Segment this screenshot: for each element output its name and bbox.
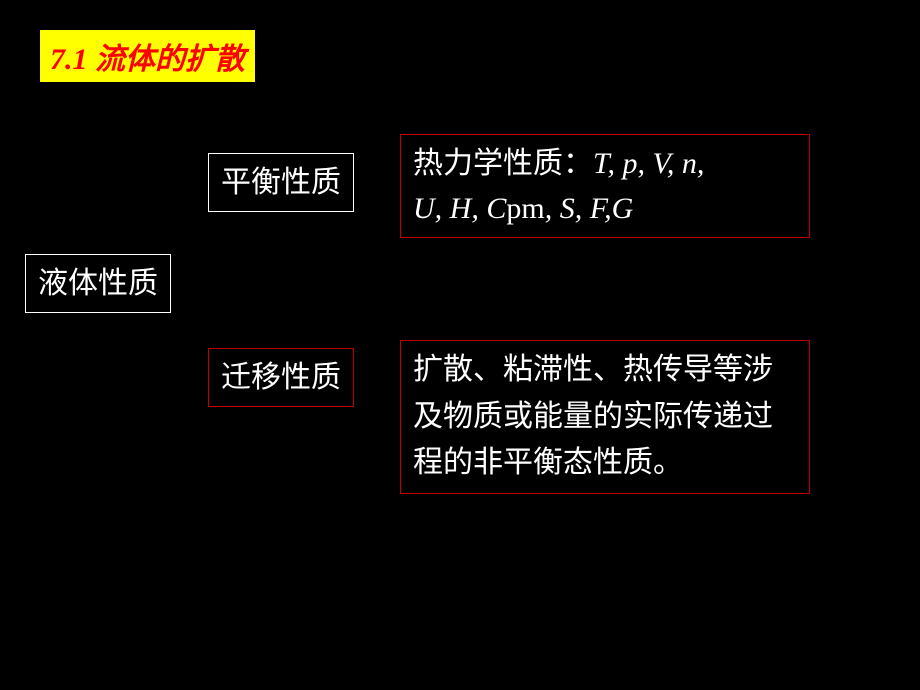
thermo-vars-sub: pm — [506, 192, 544, 225]
liquid-properties-label: 液体性质 — [38, 267, 158, 300]
thermo-vars-line2a: U, H, C — [413, 192, 506, 225]
transport-desc: 扩散、粘滞性、热传导等涉及物质或能量的实际传递过程的非平衡态性质。 — [413, 353, 773, 479]
transport-box: 迁移性质 — [208, 348, 354, 407]
equilibrium-box: 平衡性质 — [208, 153, 354, 212]
thermo-label: 热力学性质： — [413, 147, 593, 180]
equilibrium-label: 平衡性质 — [221, 166, 341, 199]
transport-desc-box: 扩散、粘滞性、热传导等涉及物质或能量的实际传递过程的非平衡态性质。 — [400, 340, 810, 494]
section-title-block: 7.1 流体的扩散 — [40, 30, 255, 82]
thermo-vars-line1: T, p, V, n, — [593, 147, 704, 180]
transport-label: 迁移性质 — [221, 361, 341, 394]
liquid-properties-box: 液体性质 — [25, 254, 171, 313]
thermo-vars-line2b: , S, F,G — [545, 192, 634, 225]
thermodynamic-box: 热力学性质：T, p, V, n, U, H, Cpm, S, F,G — [400, 134, 810, 238]
section-title: 7.1 流体的扩散 — [50, 43, 245, 76]
